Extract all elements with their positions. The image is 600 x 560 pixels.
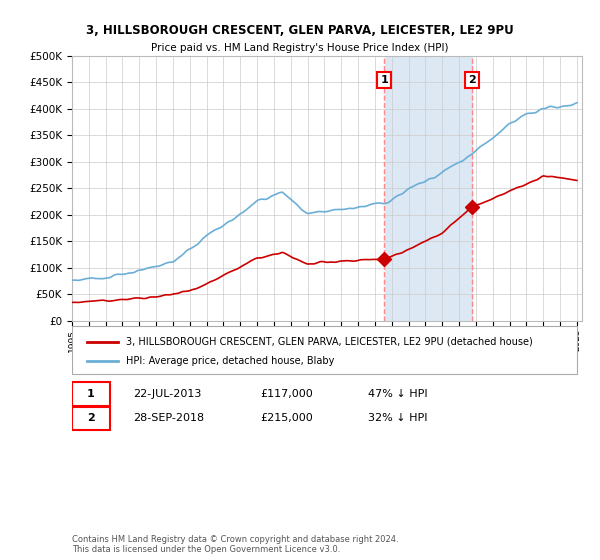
- Text: 3, HILLSBOROUGH CRESCENT, GLEN PARVA, LEICESTER, LE2 9PU (detached house): 3, HILLSBOROUGH CRESCENT, GLEN PARVA, LE…: [125, 337, 532, 347]
- Text: £117,000: £117,000: [260, 389, 313, 399]
- Text: £215,000: £215,000: [260, 413, 313, 423]
- Text: 1: 1: [380, 75, 388, 85]
- Text: Price paid vs. HM Land Registry's House Price Index (HPI): Price paid vs. HM Land Registry's House …: [151, 43, 449, 53]
- FancyBboxPatch shape: [72, 325, 577, 374]
- Text: Contains HM Land Registry data © Crown copyright and database right 2024.
This d: Contains HM Land Registry data © Crown c…: [72, 535, 398, 554]
- FancyBboxPatch shape: [72, 407, 110, 430]
- Text: 47% ↓ HPI: 47% ↓ HPI: [368, 389, 427, 399]
- Text: HPI: Average price, detached house, Blaby: HPI: Average price, detached house, Blab…: [125, 357, 334, 366]
- Text: 1: 1: [87, 389, 95, 399]
- Text: 2: 2: [87, 413, 95, 423]
- FancyBboxPatch shape: [72, 382, 110, 405]
- Text: 3, HILLSBOROUGH CRESCENT, GLEN PARVA, LEICESTER, LE2 9PU: 3, HILLSBOROUGH CRESCENT, GLEN PARVA, LE…: [86, 24, 514, 38]
- Text: 28-SEP-2018: 28-SEP-2018: [133, 413, 205, 423]
- Text: 22-JUL-2013: 22-JUL-2013: [133, 389, 202, 399]
- Text: 2: 2: [468, 75, 476, 85]
- Text: 32% ↓ HPI: 32% ↓ HPI: [368, 413, 427, 423]
